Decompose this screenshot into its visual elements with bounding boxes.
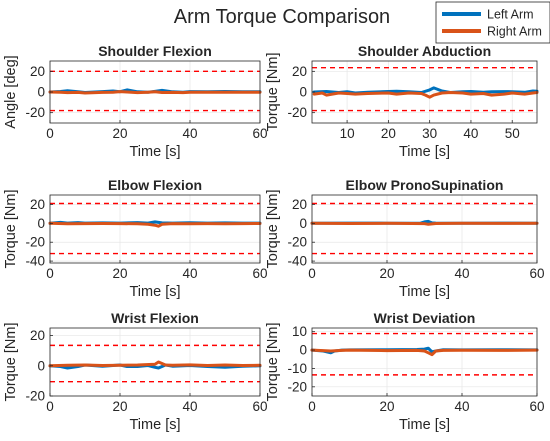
x-tick-label: 50 — [505, 126, 520, 141]
subplot-4: 0 20 40 60 -40 -20 0 20 Elbow PronoSupination Tim… — [265, 177, 545, 300]
subplot-title: Shoulder Flexion — [98, 43, 212, 59]
plot-frame — [311, 327, 538, 397]
x-axis-label: Time [s] — [399, 144, 450, 160]
plot-background — [50, 195, 260, 263]
x-tick-label: 40 — [454, 266, 469, 281]
y-axis-label: Torque [Nm] — [3, 190, 19, 269]
series-line-right-arm — [312, 91, 539, 99]
y-tick-label: -40 — [287, 254, 307, 269]
x-tick-label: 30 — [422, 126, 437, 141]
y-tick-label: 10 — [292, 324, 307, 339]
x-tick-label: 60 — [252, 126, 267, 141]
y-axis-label: Torque [Nm] — [3, 323, 19, 402]
y-tick-label: 20 — [292, 197, 307, 212]
x-tick-label: 20 — [379, 266, 394, 281]
x-tick-label: 20 — [112, 126, 127, 141]
plot-background — [50, 328, 260, 396]
x-tick-label: 0 — [308, 266, 316, 281]
subplot-title: Shoulder Abduction — [358, 43, 491, 59]
subplot-title: Wrist Deviation — [374, 310, 476, 326]
plot-frame — [49, 194, 261, 264]
x-tick-label: 40 — [182, 126, 197, 141]
x-tick-label: 20 — [381, 126, 396, 141]
x-tick-label: 0 — [308, 399, 316, 414]
x-tick-label: 20 — [112, 399, 127, 414]
y-tick-label: -20 — [287, 235, 307, 250]
x-tick-label: 60 — [252, 399, 267, 414]
x-axis-label: Time [s] — [129, 284, 180, 300]
plot-background — [312, 195, 537, 263]
legend-label-left: Left Arm — [487, 8, 534, 22]
x-axis-label: Time [s] — [399, 284, 450, 300]
y-tick-label: 0 — [299, 216, 307, 231]
x-tick-label: 0 — [46, 266, 54, 281]
y-tick-label: -20 — [25, 389, 45, 404]
series-line-right-arm — [310, 348, 539, 357]
y-tick-label: 20 — [30, 64, 45, 79]
y-axis-label: Torque [Nm] — [265, 323, 281, 402]
x-tick-label: 60 — [529, 399, 544, 414]
plot-frame — [311, 194, 538, 264]
y-axis-label: Angle [deg] — [3, 55, 19, 128]
y-tick-label: -20 — [287, 379, 307, 394]
x-tick-label: 60 — [529, 266, 544, 281]
y-tick-label: 20 — [30, 328, 45, 343]
subplot-title: Wrist Flexion — [111, 310, 199, 326]
series-line-right-arm — [310, 221, 539, 226]
y-tick-label: -20 — [25, 235, 45, 250]
x-axis-label: Time [s] — [399, 417, 450, 433]
x-tick-label: 20 — [112, 266, 127, 281]
x-tick-label: 60 — [252, 266, 267, 281]
subplot-2: 10 20 30 40 50 -20 0 20 Shoulder Abduction Time [… — [265, 43, 539, 160]
series-line-right-arm — [48, 90, 262, 95]
y-tick-label: -20 — [25, 105, 45, 120]
x-axis-label: Time [s] — [129, 144, 180, 160]
subplot-6: 0 20 40 60 -20 -10 0 10 Wrist Deviation Time [s] T… — [265, 310, 545, 433]
plot-frame — [49, 327, 261, 397]
y-axis-label: Torque [Nm] — [265, 190, 281, 269]
subplot-3: 0 20 40 60 -40 -20 0 20 Elbow Flexion Time [s] Tor… — [3, 177, 268, 300]
x-tick-label: 40 — [454, 399, 469, 414]
legend-label-right: Right Arm — [487, 25, 542, 39]
x-tick-label: 0 — [46, 399, 54, 414]
y-tick-label: 0 — [37, 358, 45, 373]
x-tick-label: 20 — [379, 399, 394, 414]
y-tick-label: 0 — [299, 343, 307, 358]
x-tick-label: 40 — [182, 266, 197, 281]
y-tick-label: 0 — [37, 85, 45, 100]
y-tick-label: -40 — [25, 254, 45, 269]
plot-background — [312, 328, 537, 396]
y-tick-label: -10 — [287, 361, 307, 376]
figure-title: Arm Torque Comparison — [174, 6, 390, 28]
series-line-right-arm — [48, 221, 262, 228]
x-tick-label: 0 — [46, 126, 54, 141]
legend: Left Arm Right Arm — [435, 1, 550, 44]
series-line-right-arm — [48, 360, 262, 368]
subplot-title: Elbow Flexion — [108, 177, 202, 193]
y-tick-label: 20 — [30, 197, 45, 212]
x-tick-label: 40 — [463, 126, 478, 141]
x-axis-label: Time [s] — [129, 417, 180, 433]
x-tick-label: 40 — [182, 399, 197, 414]
y-tick-label: 0 — [37, 216, 45, 231]
y-tick-label: 0 — [299, 85, 307, 100]
subplot-title: Elbow PronoSupination — [346, 177, 504, 193]
x-tick-label: 10 — [340, 126, 355, 141]
legend-box — [435, 1, 550, 44]
y-axis-label: Torque [Nm] — [265, 53, 281, 132]
y-tick-label: -20 — [287, 105, 307, 120]
y-tick-label: 20 — [292, 64, 307, 79]
